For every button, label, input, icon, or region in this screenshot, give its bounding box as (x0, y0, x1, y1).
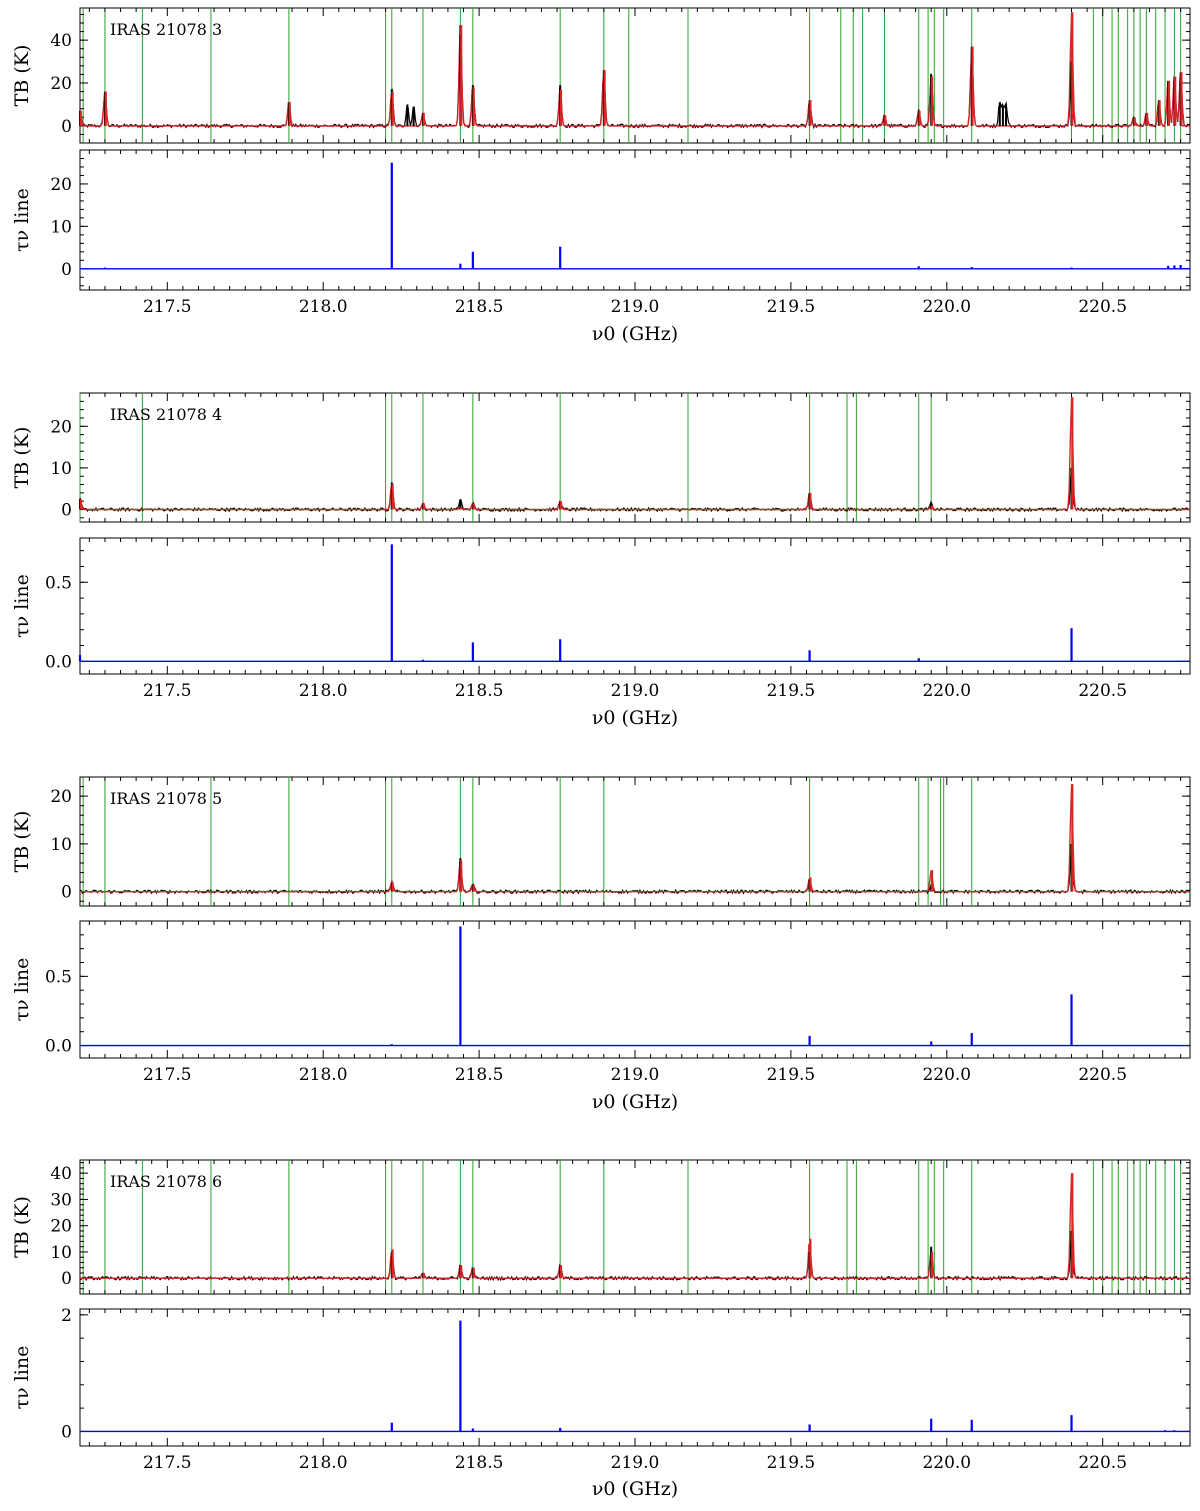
x-axis-label: ν0 (GHz) (592, 1091, 678, 1113)
x-tick-label: 219.0 (611, 1453, 660, 1473)
y-tick-label: 0 (61, 260, 72, 280)
source-label: IRAS 21078 4 (110, 405, 222, 424)
observed-spectrum-line (79, 844, 1191, 895)
brightness-temperature-panel: 0 10 20 30 40 TB (K) IRAS 21078 6 (11, 1159, 1191, 1295)
spectrum-panel-group-4: 0 10 20 30 40 TB (K) IRAS 21078 6 0 2 τν line 217.… (11, 1159, 1191, 1500)
y-tick-label: 10 (50, 1243, 72, 1263)
y-tick-label: 0 (61, 117, 72, 137)
x-tick-label: 219.5 (767, 1453, 816, 1473)
x-tick-label: 220.5 (1078, 681, 1127, 701)
plot-frame (79, 920, 1191, 1059)
x-tick-label: 218.5 (455, 681, 504, 701)
observed-spectrum-line (79, 467, 1191, 513)
y-tick-label: 20 (50, 417, 72, 437)
brightness-temperature-panel: 0 10 20 TB (K) IRAS 21078 4 (11, 392, 1191, 523)
x-tick-label: 217.5 (143, 681, 192, 701)
y-tick-label: 40 (50, 31, 72, 51)
x-axis-label: ν0 (GHz) (592, 1478, 678, 1500)
x-tick-label: 218.0 (299, 1453, 348, 1473)
x-tick-label: 217.5 (143, 1453, 192, 1473)
plot-frame (79, 7, 1191, 144)
x-tick-label: 218.0 (299, 297, 348, 317)
y-axis-label: τν line (11, 188, 33, 252)
x-tick-label: 218.0 (299, 1065, 348, 1085)
y-tick-label: 20 (50, 175, 72, 195)
optical-depth-panel: 0.0 0.5 τν line 217.5 218.0 218.5 219.0 219.5 22… (11, 920, 1191, 1085)
y-tick-label: 0.5 (45, 573, 72, 593)
optical-depth-panel: 0 10 20 τν line 217.5 218.0 218.5 219.0 219.5 220… (11, 149, 1191, 317)
y-tick-label: 10 (50, 835, 72, 855)
brightness-temperature-panel: 0 10 20 TB (K) IRAS 21078 5 (11, 776, 1191, 907)
x-tick-label: 217.5 (143, 297, 192, 317)
x-tick-label: 219.5 (767, 681, 816, 701)
x-tick-label: 219.0 (611, 1065, 660, 1085)
x-tick-label: 220.0 (922, 297, 971, 317)
observed-spectrum-line (79, 34, 1191, 130)
x-tick-label: 218.0 (299, 681, 348, 701)
y-axis-label: TB (K) (11, 427, 33, 489)
y-tick-label: 10 (50, 217, 72, 237)
y-axis-label: TB (K) (11, 45, 33, 107)
y-axis-label: TB (K) (11, 811, 33, 873)
optical-depth-panel: 0.0 0.5 τν line 217.5 218.0 218.5 219.0 219.5 22… (11, 537, 1191, 701)
optical-depth-panel: 0 2 τν line 217.5 218.0 218.5 219.0 219.5 220.0 2… (11, 1306, 1191, 1473)
x-tick-label: 218.5 (455, 297, 504, 317)
model-spectrum-line (79, 397, 1190, 511)
y-tick-label: 2 (61, 1306, 72, 1326)
plot-frame (79, 776, 1191, 907)
x-tick-label: 219.5 (767, 297, 816, 317)
y-tick-label: 0 (61, 1269, 72, 1289)
y-tick-label: 20 (50, 1217, 72, 1237)
x-tick-label: 220.0 (922, 1065, 971, 1085)
y-tick-label: 10 (50, 459, 72, 479)
observed-spectrum-line (79, 1231, 1191, 1282)
y-tick-label: 0.0 (45, 652, 72, 672)
y-tick-label: 20 (50, 787, 72, 807)
y-axis-label: TB (K) (11, 1196, 33, 1258)
x-axis-label: ν0 (GHz) (592, 707, 678, 729)
y-axis-label: τν line (11, 574, 33, 638)
brightness-temperature-panel: 0 20 40 TB (K) IRAS 21078 3 (11, 7, 1191, 144)
plot-frame (79, 1159, 1191, 1295)
source-label: IRAS 21078 6 (110, 1172, 222, 1191)
y-tick-label: 20 (50, 74, 72, 94)
plot-frame (79, 392, 1191, 523)
spectrum-panel-group-1: 0 20 40 TB (K) IRAS 21078 3 0 10 20 τν line 217.5… (11, 7, 1191, 345)
y-tick-label: 0.5 (45, 967, 72, 987)
x-tick-label: 218.5 (455, 1453, 504, 1473)
source-label: IRAS 21078 5 (110, 789, 222, 808)
y-tick-label: 0.0 (45, 1037, 72, 1057)
model-spectrum-line (79, 12, 1190, 127)
y-tick-label: 30 (50, 1190, 72, 1210)
y-tick-label: 0 (61, 501, 72, 521)
x-tick-label: 217.5 (143, 1065, 192, 1085)
y-tick-label: 0 (61, 1422, 72, 1442)
y-axis-label: τν line (11, 1346, 33, 1410)
x-tick-label: 220.0 (922, 681, 971, 701)
x-tick-label: 219.0 (611, 681, 660, 701)
y-tick-label: 40 (50, 1164, 72, 1184)
x-tick-label: 219.5 (767, 1065, 816, 1085)
model-spectrum-line (80, 784, 1190, 893)
y-axis-label: τν line (11, 958, 33, 1022)
x-tick-label: 220.5 (1078, 297, 1127, 317)
plot-frame (79, 537, 1191, 675)
x-tick-label: 220.5 (1078, 1453, 1127, 1473)
y-tick-label: 0 (61, 883, 72, 903)
x-axis-label: ν0 (GHz) (592, 323, 678, 345)
x-tick-label: 219.0 (611, 297, 660, 317)
spectrum-panel-group-2: 0 10 20 TB (K) IRAS 21078 4 0.0 0.5 τν line 217.… (11, 392, 1191, 729)
plot-frame (79, 1308, 1191, 1447)
spectrum-panel-group-3: 0 10 20 TB (K) IRAS 21078 5 0.0 0.5 τν line 217.… (11, 776, 1191, 1113)
model-spectrum-line (80, 1173, 1190, 1279)
x-tick-label: 220.0 (922, 1453, 971, 1473)
source-label: IRAS 21078 3 (110, 20, 222, 39)
x-tick-label: 220.5 (1078, 1065, 1127, 1085)
x-tick-label: 218.5 (455, 1065, 504, 1085)
